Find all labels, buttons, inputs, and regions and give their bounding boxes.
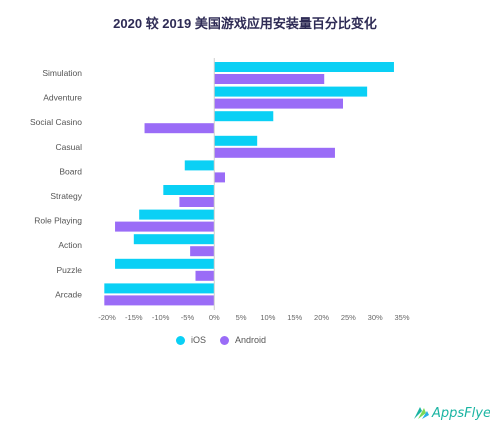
legend-item-android[interactable]: Android — [220, 335, 266, 345]
x-tick-label: 35% — [394, 313, 409, 322]
bar-android-adventure — [214, 98, 343, 109]
category-label: Action — [58, 240, 82, 250]
bar-android-role-playing — [115, 221, 215, 232]
x-tick-label: 5% — [236, 313, 247, 322]
bar-ios-action — [133, 234, 215, 245]
ios-circle-icon — [176, 335, 185, 345]
x-tick-label: 10% — [260, 313, 275, 322]
x-tick-label: 25% — [341, 313, 356, 322]
bar-android-casual — [214, 147, 335, 158]
logo-text: AppsFlyer — [432, 405, 490, 421]
category-label: Board — [59, 166, 82, 176]
bar-android-board — [214, 172, 225, 183]
legend: iOS Android — [176, 335, 280, 345]
bar-android-social-casino — [144, 123, 215, 134]
legend-item-ios[interactable]: iOS — [176, 335, 206, 345]
category-label: Role Playing — [34, 216, 82, 226]
labels-layer: Simulation Adventure Social Casino Casual Bo… — [30, 68, 410, 322]
category-label: Social Casino — [30, 117, 82, 127]
x-tick-label: 30% — [368, 313, 383, 322]
category-label: Strategy — [50, 191, 82, 201]
category-label: Casual — [56, 142, 83, 152]
bar-ios-role-playing — [139, 209, 215, 220]
bar-ios-puzzle — [115, 258, 215, 269]
category-label: Puzzle — [56, 265, 82, 275]
bar-ios-board — [184, 160, 215, 171]
category-label: Simulation — [42, 68, 82, 78]
x-tick-label: -5% — [181, 313, 195, 322]
legend-label-android: Android — [235, 335, 267, 345]
x-tick-label: 0% — [209, 313, 220, 322]
x-tick-label: -20% — [98, 313, 116, 322]
bar-android-arcade — [104, 295, 215, 306]
bar-android-strategy — [179, 197, 215, 207]
appsflyer-logo: AppsFlyer — [412, 405, 490, 421]
bar-android-action — [190, 246, 215, 257]
x-tick-label: 15% — [287, 313, 302, 322]
bar-ios-simulation — [214, 62, 394, 72]
bar-ios-strategy — [163, 185, 215, 195]
appsflyer-logo-icon — [414, 407, 429, 419]
bar-ios-casual — [214, 135, 258, 146]
bar-ios-arcade — [104, 283, 215, 294]
x-tick-label: -10% — [152, 313, 170, 322]
chart-title: 2020 较 2019 美国游戏应用安装量百分比变化 — [113, 16, 377, 31]
category-label: Adventure — [43, 93, 82, 103]
bars-layer — [104, 62, 394, 306]
bar-ios-adventure — [214, 86, 368, 97]
category-label: Arcade — [55, 289, 82, 299]
x-tick-label: 20% — [314, 313, 329, 322]
bar-ios-social-casino — [214, 111, 274, 122]
android-circle-icon — [220, 335, 230, 345]
x-tick-label: -15% — [125, 313, 143, 322]
bar-android-simulation — [214, 74, 325, 84]
bar-android-puzzle — [195, 270, 215, 281]
legend-label-ios: iOS — [191, 335, 207, 345]
